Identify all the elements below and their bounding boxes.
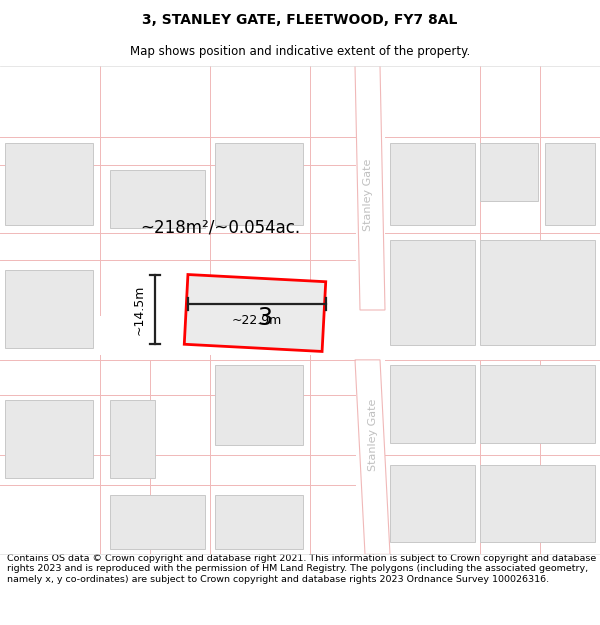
Bar [480, 143, 538, 201]
Bar [480, 240, 595, 345]
Bar [480, 464, 595, 542]
Bar [5, 143, 93, 225]
Bar [390, 464, 475, 542]
Bar [545, 143, 595, 225]
Bar [390, 365, 475, 442]
Text: 3: 3 [257, 306, 272, 330]
Text: ~218m²/~0.054ac.: ~218m²/~0.054ac. [140, 218, 300, 236]
Bar [390, 143, 475, 225]
Bar [5, 270, 93, 348]
Polygon shape [184, 274, 326, 351]
Bar [110, 171, 205, 228]
Text: Stanley Gate: Stanley Gate [363, 159, 373, 231]
Text: Contains OS data © Crown copyright and database right 2021. This information is : Contains OS data © Crown copyright and d… [7, 554, 596, 584]
Bar [215, 494, 303, 549]
Bar [215, 365, 303, 444]
Text: ~22.9m: ~22.9m [232, 314, 282, 327]
Polygon shape [355, 360, 390, 554]
Text: ~14.5m: ~14.5m [133, 284, 146, 334]
Text: 3, STANLEY GATE, FLEETWOOD, FY7 8AL: 3, STANLEY GATE, FLEETWOOD, FY7 8AL [142, 13, 458, 27]
Bar [5, 400, 93, 478]
Bar [390, 240, 475, 345]
Text: Map shows position and indicative extent of the property.: Map shows position and indicative extent… [130, 44, 470, 58]
Bar [110, 400, 155, 478]
Polygon shape [355, 66, 385, 310]
Bar [480, 365, 595, 442]
Text: Stanley Gate: Stanley Gate [368, 399, 378, 471]
Bar [215, 143, 303, 225]
Bar [110, 494, 205, 549]
